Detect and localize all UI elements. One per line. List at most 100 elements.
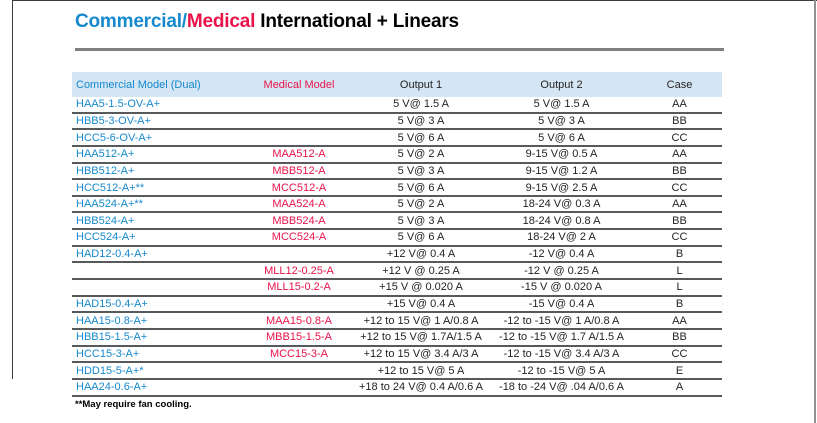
header-commercial-model: Commercial Model (Dual) (76, 78, 201, 91)
title-medical: Medical (186, 11, 256, 32)
medical-model-cell: MAA524-A (272, 198, 326, 211)
medical-model-cell: MCC15-3-A (269, 347, 329, 360)
title-slash: / (181, 11, 187, 32)
case-cell: CC (671, 131, 688, 144)
output-1-cell: +12 V@ 0.4 A (386, 248, 456, 261)
commercial-model-cell: HAA24-0.6-A+ (76, 381, 148, 394)
case-cell: AA (672, 198, 687, 211)
output-2-cell: -12 V @ 0.25 A (524, 264, 599, 277)
medical-model-cell: MLL12-0.25-A (264, 264, 334, 277)
output-2-cell: -15 V @ 0.020 A (521, 281, 602, 294)
title-divider-rule (75, 48, 724, 51)
commercial-model-cell: HCC524-A+ (76, 231, 136, 244)
table-body: HAA5-1.5-OV-A+ 5 V@ 1.5 A 5 V@ 1.5 A AA HBB5… (72, 97, 722, 397)
case-cell: AA (672, 148, 687, 161)
output-1-cell: 5 V@ 6 A (397, 131, 445, 144)
commercial-model-cell: HAD12-0.4-A+ (76, 248, 148, 261)
case-cell: A (675, 381, 684, 394)
output-2-cell: -18 to -24 V@ .04 A/0.6 A (499, 381, 624, 394)
output-1-cell: +15 V @ 0.020 A (379, 281, 463, 294)
table-row: HAA524-A+** MAA524-A 5 V@ 2 A 18-24 V@ 0.3 … (72, 197, 722, 214)
table-row: HBB5-3-OV-A+ 5 V@ 3 A 5 V@ 3 A BB (72, 114, 722, 131)
commercial-model-cell: HBB524-A+ (76, 214, 135, 227)
case-cell: CC (671, 347, 688, 360)
output-2-cell: 9-15 V@ 2.5 A (525, 181, 598, 194)
output-2-cell: 18-24 V@ 0.3 A (522, 198, 601, 211)
output-1-cell: 5 V@ 6 A (397, 231, 445, 244)
case-cell: E (675, 364, 684, 377)
output-1-cell: 5 V@ 6 A (397, 181, 445, 194)
commercial-model-cell: HBB5-3-OV-A+ (76, 114, 151, 127)
output-2-cell: 5 V@ 3 A (538, 114, 585, 127)
commercial-model-cell: HAA512-A+ (76, 148, 135, 161)
page-border-left (12, 0, 13, 379)
output-2-cell: 18-24 V@ 2 A (527, 231, 596, 244)
header-medical-model: Medical Model (263, 78, 335, 91)
output-2-cell: 18-24 V@ 0.8 A (522, 214, 601, 227)
medical-model-cell: MBB524-A (272, 214, 326, 227)
output-1-cell: 5 V@ 1.5 A (393, 98, 449, 111)
output-2-cell: -15 V@ 0.4 A (528, 298, 595, 310)
output-1-cell: +12 to 15 V@ 1.7A/1.5 A (360, 331, 482, 344)
commercial-model-cell: HBB15-1.5-A+ (76, 331, 148, 344)
case-cell: CC (671, 181, 688, 194)
table-row: HDD15-5-A+* +12 to 15 V@ 5 A -12 to -15 V@… (72, 363, 722, 380)
table-footnote: **May require fan cooling. (75, 399, 192, 410)
commercial-model-cell: HAD15-0.4-A+ (76, 298, 148, 310)
title-rest: International + Linears (255, 11, 459, 32)
medical-model-cell: MCC512-A (271, 181, 327, 194)
table-row: HCC524-A+ MCC524-A 5 V@ 6 A 18-24 V@ 2 A CC (72, 230, 722, 247)
commercial-model-cell: HCC5-6-OV-A+ (76, 131, 153, 144)
commercial-model-cell: HDD15-5-A+* (76, 364, 144, 377)
table-row: MLL12-0.25-A +12 V @ 0.25 A -12 V @ 0.25 A… (72, 263, 722, 281)
case-cell: BB (672, 114, 687, 127)
header-case: Case (666, 78, 693, 91)
table-row: HBB512-A+ MBB512-A 5 V@ 3 A 9-15 V@ 1.2 A BB (72, 164, 722, 181)
models-table: Commercial Model (Dual) Medical Model Ou… (72, 72, 722, 397)
table-row: HBB524-A+ MBB524-A 5 V@ 3 A 18-24 V@ 0.8 A B… (72, 213, 722, 231)
output-2-cell: -12 to -15 V@ 1 A/0.8 A (503, 314, 620, 327)
output-1-cell: +12 to 15 V@ 3.4 A/3 A (363, 347, 479, 360)
output-2-cell: 5 V@ 6 A (538, 131, 585, 144)
output-1-cell: +12 to 15 V@ 1 A/0.8 A (363, 314, 479, 327)
case-cell: L (676, 264, 683, 277)
output-1-cell: +12 V @ 0.25 A (382, 264, 460, 277)
table-row: HAA15-0.8-A+ MAA15-0.8-A +12 to 15 V@ 1 A/… (72, 313, 722, 330)
case-cell: BB (672, 331, 687, 344)
commercial-model-cell: HCC15-3-A+ (76, 347, 140, 360)
output-2-cell: 9-15 V@ 0.5 A (525, 148, 598, 161)
commercial-model-cell: HCC512-A+** (76, 181, 145, 194)
output-1-cell: +18 to 24 V@ 0.4 A/0.6 A (358, 381, 483, 394)
output-1-cell: 5 V@ 2 A (397, 198, 445, 211)
table-row: HBB15-1.5-A+ MBB15-1.5-A +12 to 15 V@ 1.7A… (72, 330, 722, 347)
table-row: MLL15-0.2-A +15 V @ 0.020 A -15 V @ 0.020 … (72, 280, 722, 297)
table-row: HAD12-0.4-A+ +12 V@ 0.4 A -12 V@ 0.4 A B (72, 247, 722, 264)
case-cell: B (675, 248, 684, 261)
case-cell: L (676, 281, 683, 294)
case-cell: BB (672, 164, 687, 177)
header-output-2: Output 2 (540, 78, 583, 91)
table-header-row: Commercial Model (Dual) Medical Model Ou… (72, 72, 722, 97)
medical-model-cell: MBB512-A (272, 164, 326, 177)
page-border-right (814, 0, 816, 423)
output-2-cell: 5 V@ 1.5 A (533, 98, 590, 111)
commercial-model-cell: HAA524-A+** (76, 198, 143, 211)
table-row: HCC5-6-OV-A+ 5 V@ 6 A 5 V@ 6 A CC (72, 130, 722, 147)
header-output-1: Output 1 (399, 78, 443, 91)
commercial-model-cell: HAA5-1.5-OV-A+ (76, 98, 161, 111)
table-row: HAA512-A+ MAA512-A 5 V@ 2 A 9-15 V@ 0.5 A AA (72, 147, 722, 164)
medical-model-cell: MLL15-0.2-A (267, 281, 331, 294)
output-2-cell: -12 to -15 V@ 3.4 A/3 A (503, 347, 620, 360)
table-row: HAA24-0.6-A+ +18 to 24 V@ 0.4 A/0.6 A -18 … (72, 380, 722, 397)
table-row: HCC15-3-A+ MCC15-3-A +12 to 15 V@ 3.4 A/3 … (72, 347, 722, 364)
table-row: HAA5-1.5-OV-A+ 5 V@ 1.5 A 5 V@ 1.5 A AA (72, 97, 722, 114)
output-1-cell: +15 V@ 0.4 A (386, 298, 456, 310)
case-cell: CC (671, 231, 688, 244)
page-border-top (12, 0, 817, 1)
case-cell: AA (672, 314, 687, 327)
case-cell: B (675, 298, 684, 310)
output-1-cell: 5 V@ 3 A (397, 214, 445, 227)
commercial-model-cell: HAA15-0.8-A+ (76, 314, 148, 327)
output-1-cell: 5 V@ 3 A (397, 164, 445, 177)
output-1-cell: +12 to 15 V@ 5 A (377, 364, 465, 377)
